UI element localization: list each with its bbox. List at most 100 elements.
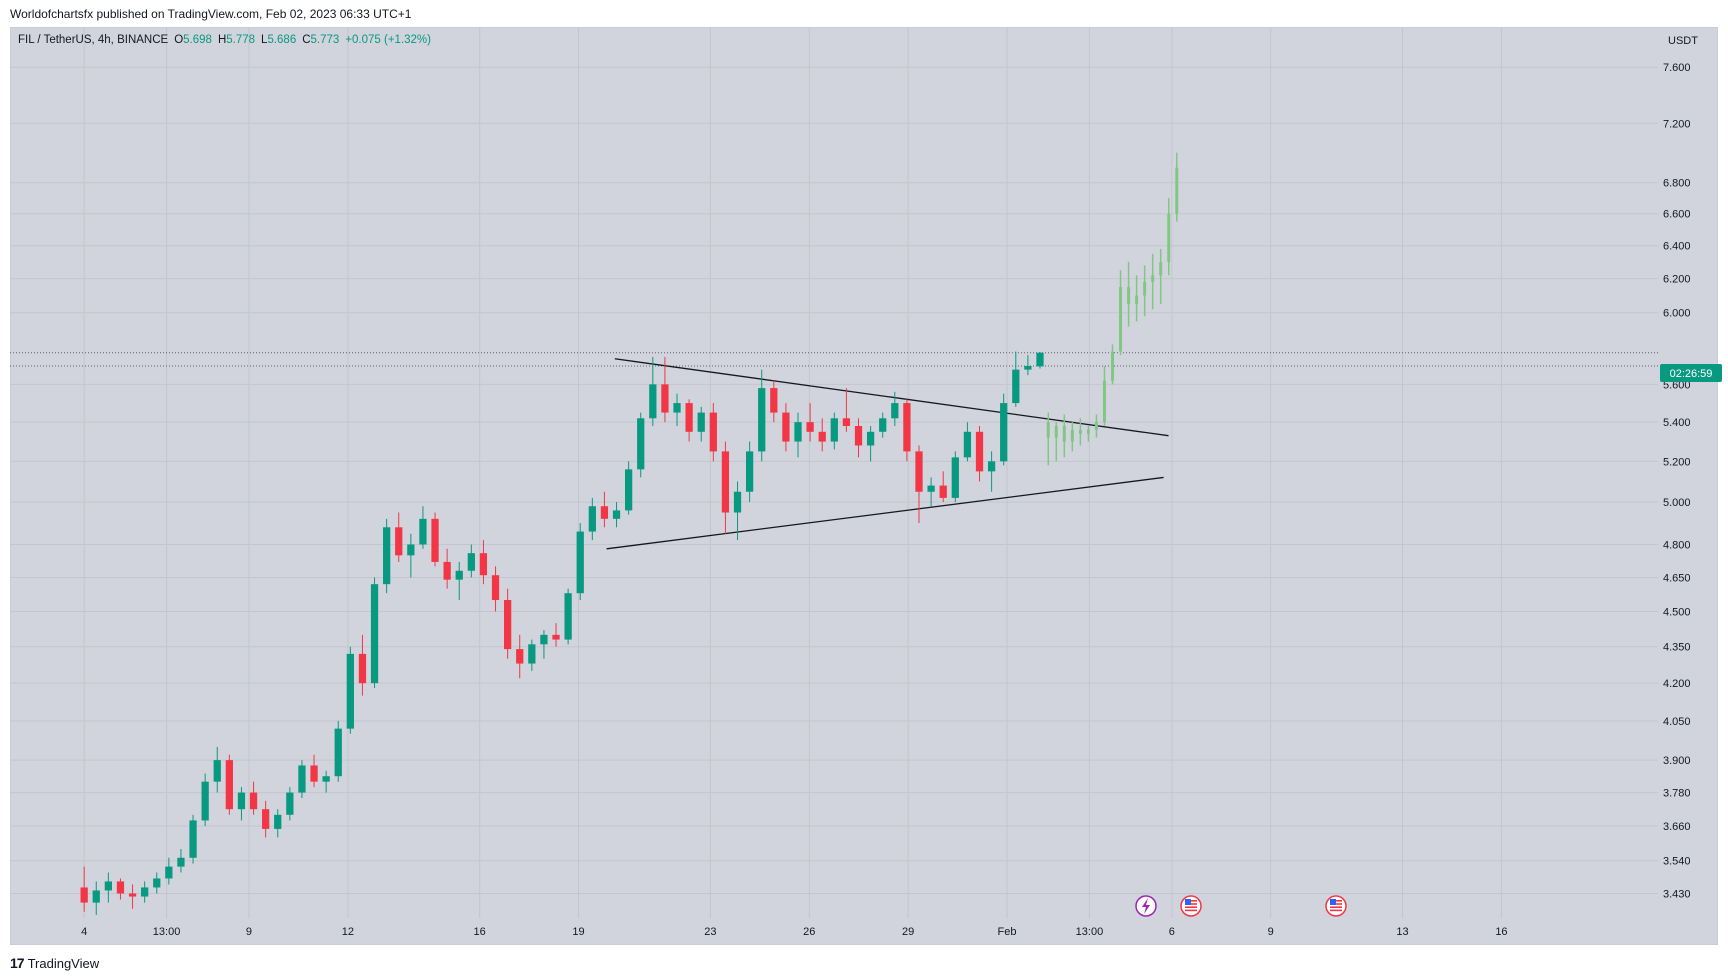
candle[interactable] [745,451,754,492]
candle[interactable] [1012,369,1020,404]
candle[interactable] [153,878,161,888]
candle[interactable] [939,485,947,498]
candle[interactable] [915,451,923,492]
projection-candle[interactable] [1159,262,1163,276]
candle[interactable] [334,728,342,777]
candle[interactable] [213,760,221,782]
candle[interactable] [141,887,149,897]
candle[interactable] [854,425,863,446]
candle[interactable] [262,809,270,829]
candle[interactable] [274,814,282,829]
candle[interactable] [540,634,548,645]
candle[interactable] [830,418,838,442]
candle[interactable] [322,776,330,782]
candle[interactable] [467,553,475,571]
candle[interactable] [685,403,693,432]
candle[interactable] [951,457,959,498]
candle[interactable] [1000,403,1008,462]
candle[interactable] [661,384,669,413]
candle[interactable] [564,593,572,640]
trendline-lower[interactable] [606,476,1164,550]
candle[interactable] [600,506,609,519]
candle[interactable] [395,527,403,556]
candle[interactable] [383,527,391,585]
candle[interactable] [1036,352,1044,367]
projection-candle[interactable] [1086,429,1090,434]
candle[interactable] [637,418,645,470]
candle[interactable] [201,781,209,821]
candle[interactable] [1024,365,1032,370]
candle[interactable] [189,820,197,858]
candle[interactable] [225,760,233,810]
candle[interactable] [528,644,536,664]
candle[interactable] [624,469,633,511]
candle[interactable] [649,384,657,419]
us-flag-icon[interactable] [1325,895,1347,917]
candle[interactable] [92,890,100,903]
projection-candle[interactable] [1167,213,1171,263]
candle[interactable] [782,412,790,442]
candle[interactable] [963,431,972,458]
candle[interactable] [758,388,766,452]
candle[interactable] [455,570,463,580]
lightning-icon[interactable] [1135,895,1157,917]
candle[interactable] [358,653,367,684]
candle[interactable] [431,518,439,562]
candle[interactable] [576,531,584,594]
candle[interactable] [975,431,984,472]
candle[interactable] [987,461,996,472]
candle[interactable] [770,388,778,413]
candle[interactable] [165,866,173,879]
candle[interactable] [612,510,621,519]
candle[interactable] [927,485,935,492]
candle[interactable] [516,649,524,664]
projection-candle[interactable] [1046,422,1050,438]
projection-candle[interactable] [1151,275,1155,283]
candle[interactable] [842,418,851,426]
candle[interactable] [407,544,415,556]
candle[interactable] [879,418,887,432]
candle[interactable] [237,792,246,810]
candle[interactable] [177,857,185,867]
candle[interactable] [346,653,354,729]
projection-candle[interactable] [1119,287,1123,352]
projection-candle[interactable] [1102,380,1106,423]
projection-candle[interactable] [1127,287,1131,305]
projection-candle[interactable] [1175,167,1179,214]
candle[interactable] [552,634,560,640]
candle[interactable] [80,887,88,903]
candle[interactable] [249,792,258,810]
candle[interactable] [818,431,826,442]
projection-candle[interactable] [1054,425,1058,438]
us-flag-icon[interactable] [1180,895,1202,917]
candle[interactable] [298,765,306,793]
projection-candle[interactable] [1094,422,1098,430]
candle[interactable] [697,412,705,432]
candle[interactable] [709,412,717,452]
candle[interactable] [479,553,488,576]
candle[interactable] [504,600,512,650]
trendline-upper[interactable] [614,358,1169,437]
candle[interactable] [806,422,814,432]
candle[interactable] [673,403,681,413]
candle[interactable] [116,881,125,894]
candle[interactable] [491,575,500,601]
footer[interactable]: 17 TradingView [10,955,99,971]
candle[interactable] [128,893,137,897]
candle[interactable] [721,451,730,513]
candle[interactable] [443,561,451,580]
candle[interactable] [903,403,911,452]
projection-candle[interactable] [1143,282,1147,296]
candle[interactable] [104,881,112,891]
candle[interactable] [310,765,318,782]
candle[interactable] [794,422,802,442]
candle[interactable] [286,792,294,815]
candle[interactable] [370,584,379,684]
candle[interactable] [733,491,742,513]
projection-candle[interactable] [1135,295,1139,305]
projection-candle[interactable] [1062,425,1066,442]
chart-area[interactable] [10,27,1718,945]
candle[interactable] [419,518,427,545]
projection-candle[interactable] [1111,351,1115,381]
